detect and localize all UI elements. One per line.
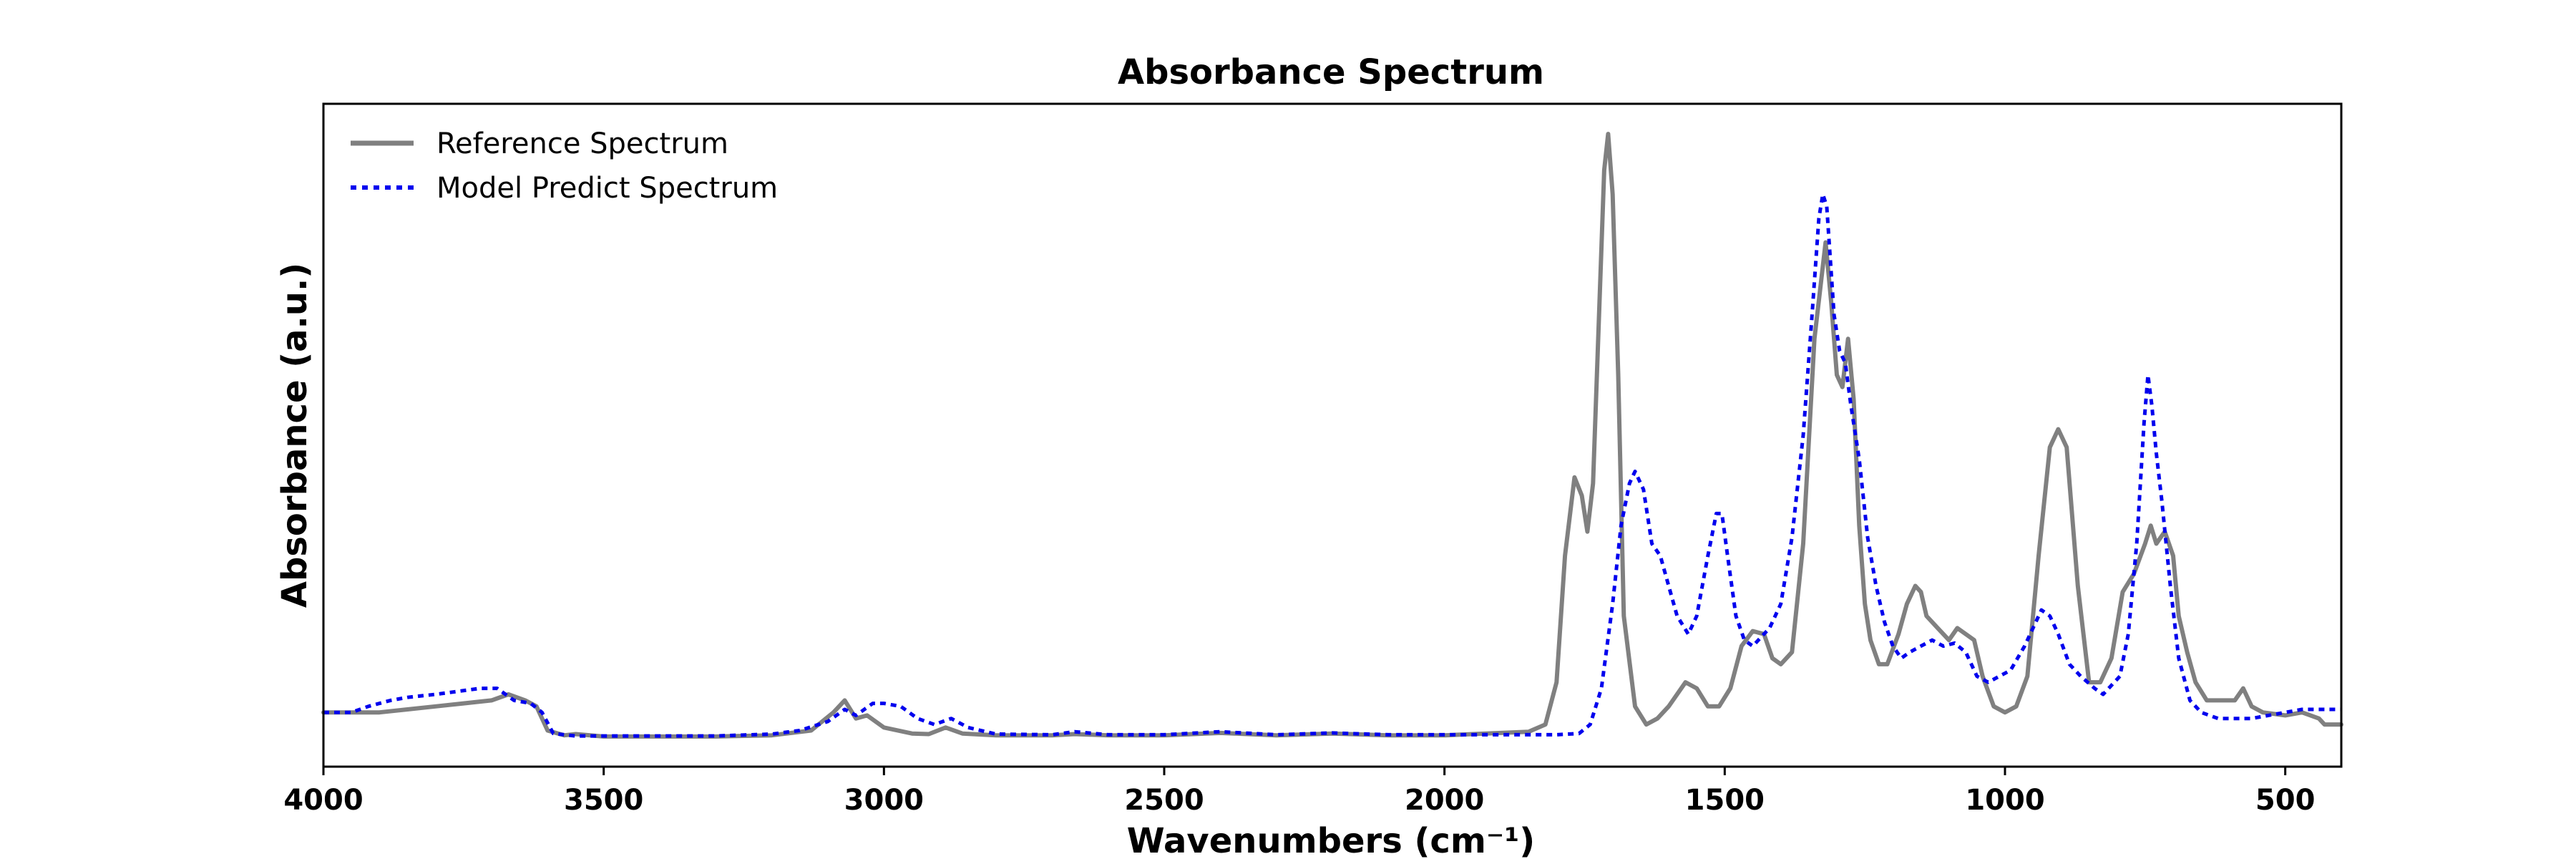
legend-label-model: Model Predict Spectrum [436,172,778,205]
x-axis-label: Wavenumbers (cm⁻¹) [1127,821,1535,859]
series-line-model-predict [323,192,2341,738]
series-group [321,132,2343,739]
x-tick-label: 3000 [844,784,924,817]
chart-title: Absorbance Spectrum [1118,52,1544,92]
y-axis-label: Absorbance (a.u.) [275,263,315,608]
plot-frame [322,102,2343,768]
x-axis-ticks: 4000 3500 3000 2500 2000 1500 1000 500 [283,767,2315,817]
x-tick-label: 1500 [1685,784,1765,817]
x-tick-label: 500 [2255,784,2316,817]
plot-area [321,102,2343,768]
x-tick-label: 1000 [1965,784,2044,817]
x-tick-label: 3500 [564,784,643,817]
legend: Reference Spectrum Model Predict Spectru… [351,127,778,205]
series-line-reference [321,132,2343,739]
x-tick-label: 2500 [1124,784,1204,817]
x-tick-label: 2000 [1405,784,1484,817]
x-tick-label: 4000 [283,784,363,817]
legend-label-reference: Reference Spectrum [436,127,728,160]
